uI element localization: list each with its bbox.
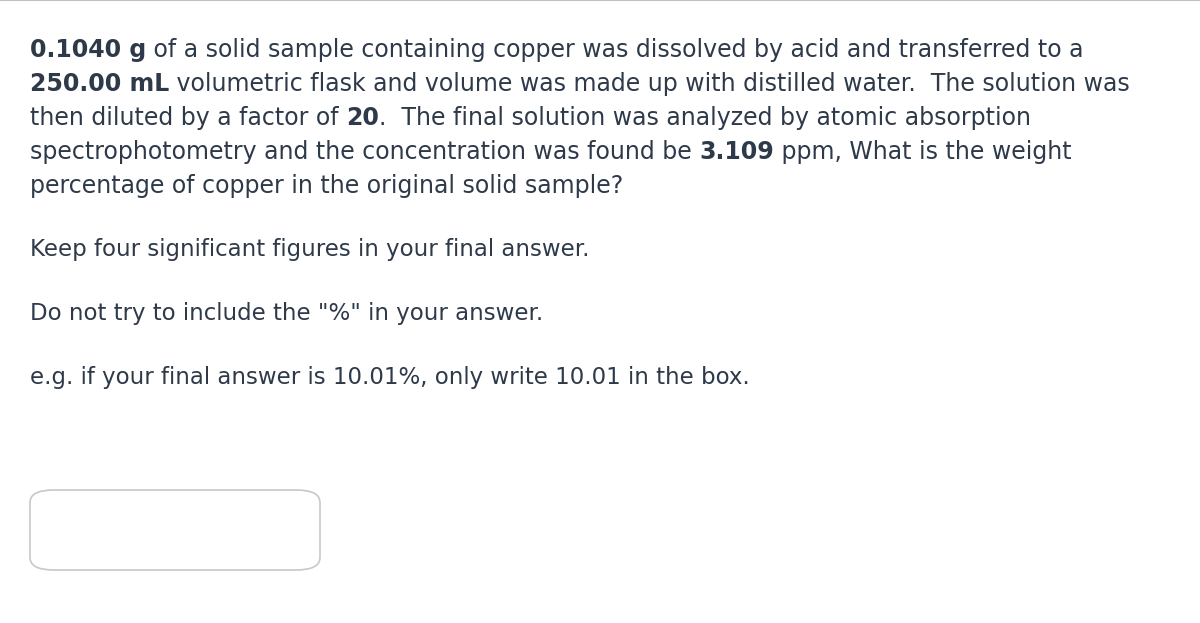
Text: 20: 20: [346, 106, 379, 130]
Text: Do not try to include the "%" in your answer.: Do not try to include the "%" in your an…: [30, 302, 544, 325]
Text: Keep four significant figures in your final answer.: Keep four significant figures in your fi…: [30, 238, 589, 261]
Text: .  The final solution was analyzed by atomic absorption: . The final solution was analyzed by ato…: [379, 106, 1031, 130]
Text: then diluted by a factor of: then diluted by a factor of: [30, 106, 346, 130]
Text: spectrophotometry and the concentration was found be: spectrophotometry and the concentration …: [30, 140, 700, 164]
Text: 3.109: 3.109: [700, 140, 774, 164]
Text: volumetric flask and volume was made up with distilled water.  The solution was: volumetric flask and volume was made up …: [169, 72, 1130, 96]
Text: 0.1040 g: 0.1040 g: [30, 38, 146, 62]
Text: of a solid sample containing copper was dissolved by acid and transferred to a: of a solid sample containing copper was …: [146, 38, 1084, 62]
Text: ppm, What is the weight: ppm, What is the weight: [774, 140, 1072, 164]
Text: e.g. if your final answer is 10.01%, only write 10.01 in the box.: e.g. if your final answer is 10.01%, onl…: [30, 366, 750, 389]
Text: percentage of copper in the original solid sample?: percentage of copper in the original sol…: [30, 174, 623, 198]
Text: 250.00 mL: 250.00 mL: [30, 72, 169, 96]
